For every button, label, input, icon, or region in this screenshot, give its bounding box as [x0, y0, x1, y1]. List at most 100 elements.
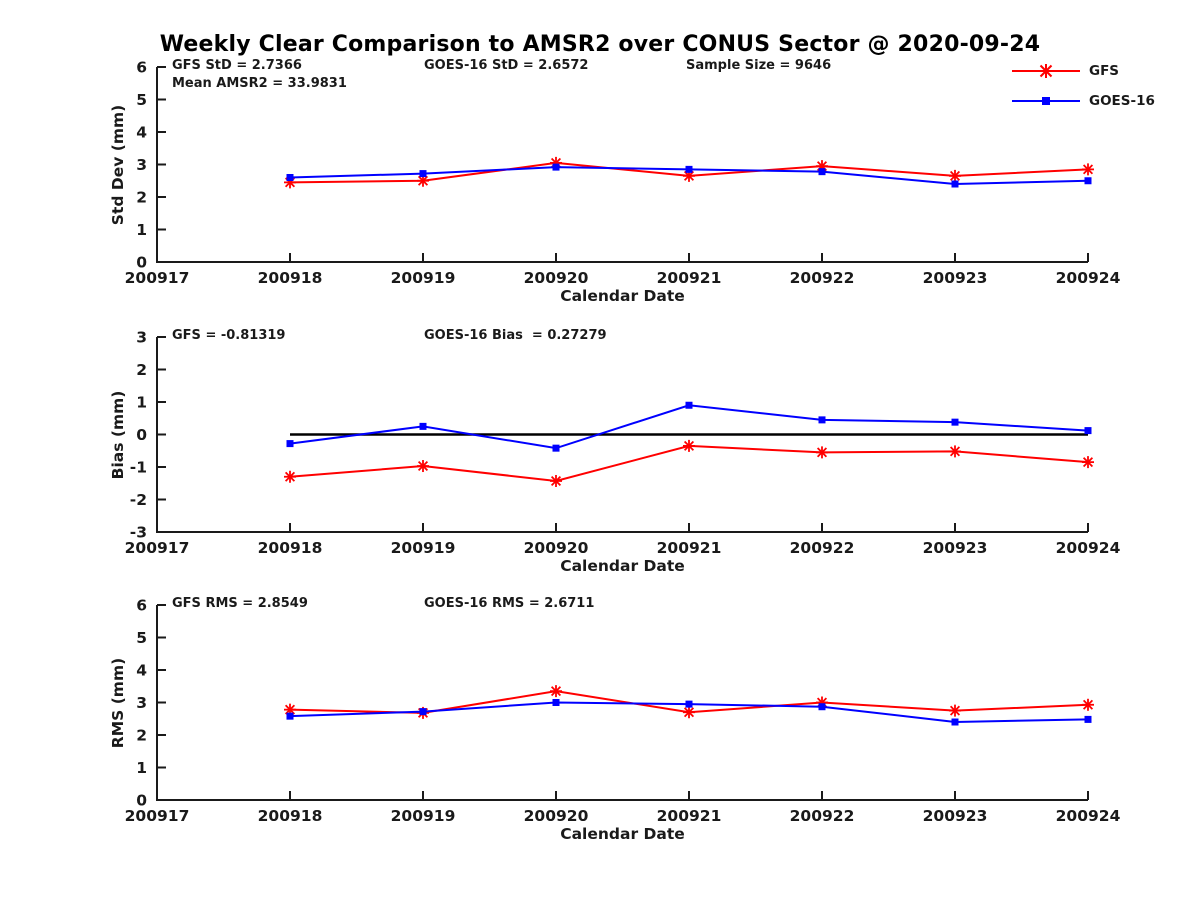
square-marker	[951, 718, 959, 726]
asterisk-marker	[417, 460, 429, 472]
x-tick-label: 200921	[657, 807, 722, 825]
y-tick-label: -3	[130, 524, 147, 542]
goes16-line-marker-icon	[1012, 97, 1080, 105]
asterisk-marker	[1082, 699, 1094, 710]
square-marker	[419, 708, 427, 716]
rms-plot: 0 1 2 3 4 5 6 200917 200918 200919 200920 200921 200…	[125, 598, 1121, 843]
square-marker	[419, 170, 427, 178]
x-tick-label: 200923	[923, 539, 988, 557]
panel-rms: RMS (mm) GFS RMS = 2.8549 GOES-16 RMS = …	[0, 593, 1200, 843]
asterisk-marker	[417, 175, 429, 186]
annotation-gfs-bias: GFS = -0.81319	[172, 328, 286, 343]
square-marker	[552, 163, 560, 171]
y-tick-label: 1	[136, 394, 147, 412]
square-marker	[818, 416, 826, 424]
x-tick-label: 200922	[790, 807, 855, 825]
y-tick-label: 4	[136, 124, 147, 142]
x-axis-label: Calendar Date	[560, 287, 685, 305]
x-tick-label: 200924	[1056, 539, 1121, 557]
asterisk-marker	[550, 686, 562, 697]
square-marker	[685, 401, 693, 409]
gfs-line-marker-icon	[1012, 64, 1080, 78]
y-tick-label: 3	[136, 156, 147, 174]
asterisk-marker	[683, 170, 695, 181]
annotation-goes16-bias: GOES-16 Bias = 0.27279	[424, 328, 607, 343]
annotation-mean-amsr2: Mean AMSR2 = 33.9831	[172, 76, 347, 91]
asterisk-marker	[683, 440, 695, 451]
asterisk-marker	[949, 446, 961, 457]
annotation-gfs-std: GFS StD = 2.7366	[172, 58, 302, 73]
x-tick-label: 200918	[258, 269, 323, 287]
legend-label-gfs: GFS	[1089, 63, 1120, 79]
square-marker	[286, 174, 294, 181]
square-marker	[1084, 715, 1092, 723]
x-tick-label: 200920	[524, 539, 589, 557]
y-tick-label: -1	[130, 459, 147, 477]
x-tick-label: 200920	[524, 807, 589, 825]
chart-title: Weekly Clear Comparison to AMSR2 over CO…	[159, 32, 1041, 57]
y-tick-label: 3	[136, 694, 147, 712]
y-tick-label: 1	[136, 221, 147, 239]
x-tick-label: 200921	[657, 539, 722, 557]
asterisk-marker	[949, 705, 961, 716]
square-marker	[1084, 427, 1092, 435]
y-tick-label: 6	[136, 598, 147, 615]
asterisk-marker	[284, 471, 296, 482]
square-marker	[951, 418, 959, 426]
x-tick-label: 200920	[524, 269, 589, 287]
x-axis-label: Calendar Date	[560, 825, 685, 843]
x-tick-label: 200922	[790, 539, 855, 557]
x-tick-label: 200921	[657, 269, 722, 287]
square-marker	[286, 440, 294, 448]
square-marker	[685, 165, 693, 173]
x-tick-label: 200918	[258, 807, 323, 825]
asterisk-marker	[1082, 164, 1094, 175]
legend-item-gfs: GFS	[1012, 58, 1155, 84]
x-tick-label: 200919	[391, 269, 456, 287]
asterisk-marker	[550, 475, 562, 487]
legend: GFS GOES-16	[1012, 58, 1155, 114]
y-tick-label: 0	[136, 792, 147, 810]
y-tick-label: 6	[136, 60, 147, 77]
square-marker	[552, 699, 560, 706]
asterisk-marker	[949, 170, 961, 181]
square-marker	[818, 703, 826, 711]
square-marker	[1084, 177, 1092, 185]
square-marker	[685, 700, 693, 708]
annotation-sample-size: Sample Size = 9646	[686, 58, 832, 73]
square-marker	[419, 422, 427, 430]
x-tick-label: 200923	[923, 807, 988, 825]
y-tick-label: 5	[136, 629, 147, 647]
panel-std-dev: Std Dev (mm) GFS StD = 2.7366 Mean AMSR2…	[0, 55, 1200, 305]
asterisk-marker	[816, 447, 828, 458]
x-tick-label: 200917	[125, 807, 190, 825]
asterisk-marker	[1082, 457, 1094, 468]
square-marker	[552, 444, 560, 452]
bias-plot: -3 -2 -1 0 1 2 3 200917 200918 200919 200920 200921…	[125, 330, 1121, 575]
asterisk-marker	[683, 707, 695, 718]
x-tick-label: 200922	[790, 269, 855, 287]
x-tick-label: 200918	[258, 539, 323, 557]
square-marker	[286, 712, 294, 720]
panel-bias: Bias (mm) GFS = -0.81319 GOES-16 Bias = …	[0, 325, 1200, 575]
y-tick-label: 0	[136, 254, 147, 272]
x-tick-label: 200919	[391, 807, 456, 825]
y-tick-label: -2	[130, 491, 147, 509]
x-tick-label: 200923	[923, 269, 988, 287]
x-tick-label: 200919	[391, 539, 456, 557]
std-dev-plot: 0 1 2 3 4 5 6 200917 200918 200919 200920 200921 200…	[125, 60, 1121, 305]
asterisk-marker	[284, 704, 296, 715]
legend-label-goes16: GOES-16	[1089, 93, 1155, 109]
x-tick-label: 200917	[125, 539, 190, 557]
y-tick-label: 4	[136, 662, 147, 680]
annotation-goes16-std: GOES-16 StD = 2.6572	[424, 58, 589, 73]
legend-item-goes16: GOES-16	[1012, 88, 1155, 114]
x-tick-label: 200924	[1056, 807, 1121, 825]
y-tick-label: 2	[136, 361, 147, 379]
y-tick-label: 1	[136, 759, 147, 777]
x-tick-label: 200924	[1056, 269, 1121, 287]
y-tick-label: 2	[136, 727, 147, 745]
square-marker	[951, 180, 959, 188]
annotation-goes16-rms: GOES-16 RMS = 2.6711	[424, 596, 595, 611]
